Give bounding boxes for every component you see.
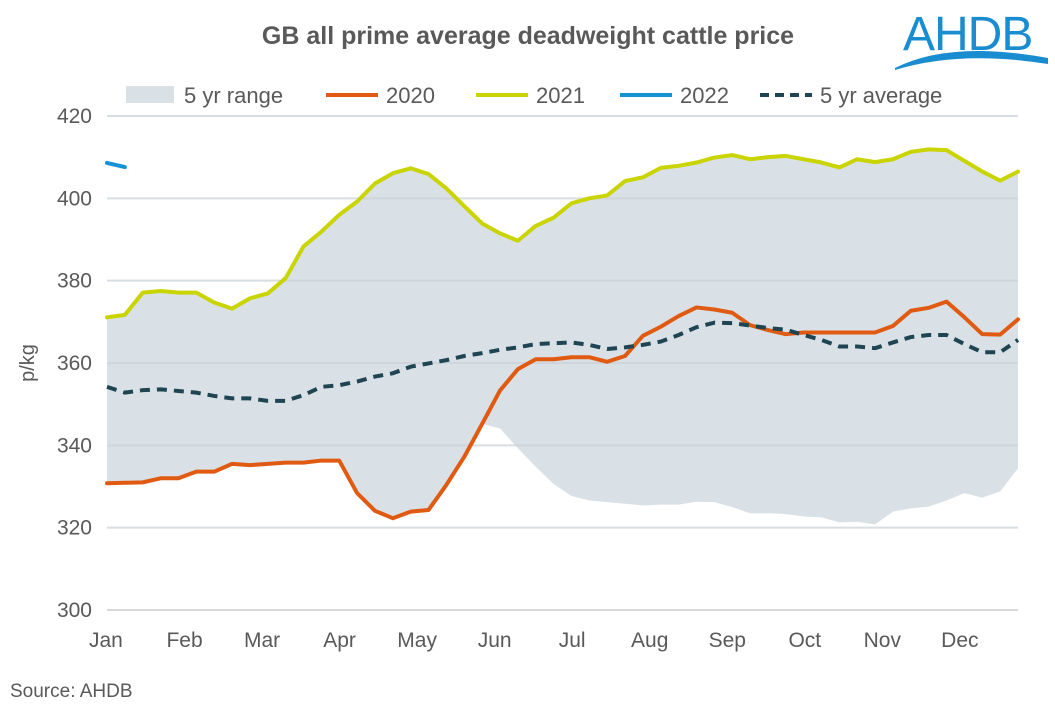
legend-label-2020: 2020 — [386, 83, 435, 108]
legend-label-2021: 2021 — [536, 83, 585, 108]
range-area — [107, 149, 1018, 525]
ahdb-logo: AHDB — [895, 8, 1048, 70]
y-tick-label: 380 — [57, 270, 92, 293]
x-tick-label: May — [397, 629, 437, 652]
series-line-2020 — [105, 299, 1020, 521]
legend-swatch-range — [126, 86, 174, 103]
y-tick-label: 320 — [57, 517, 92, 540]
x-tick-label: Apr — [323, 629, 356, 652]
y-tick-label: 340 — [57, 434, 92, 457]
x-tick-label: Jul — [559, 629, 586, 652]
series-line-5-yr-average — [106, 320, 1020, 403]
legend: 5 yr range 2020 2021 2022 5 yr average — [126, 83, 942, 108]
x-tick-label: Jan — [89, 629, 123, 652]
chart-title: GB all prime average deadweight cattle p… — [262, 22, 794, 50]
legend-label-2022: 2022 — [680, 83, 729, 108]
legend-label-range: 5 yr range — [184, 83, 283, 108]
series-line-2021 — [105, 147, 1020, 320]
series-line-2022 — [105, 160, 127, 170]
x-tick-label: Nov — [864, 629, 902, 652]
x-tick-label: Aug — [631, 629, 668, 652]
legend-label-average: 5 yr average — [820, 83, 942, 108]
x-tick-label: Oct — [788, 629, 821, 652]
x-tick-label: Jun — [478, 629, 512, 652]
y-tick-label: 300 — [57, 599, 92, 622]
plot-area: 300 320 340 360 380 400 420 Jan Feb Mar Apr May Jun J… — [57, 105, 1020, 652]
y-tick-label: 400 — [57, 187, 92, 210]
x-tick-label: Sep — [709, 629, 746, 652]
y-tick-label: 420 — [57, 105, 92, 128]
y-tick-label: 360 — [57, 352, 92, 375]
x-tick-label: Dec — [941, 629, 978, 652]
x-tick-label: Feb — [166, 629, 202, 652]
source-note: Source: AHDB — [10, 681, 133, 702]
logo-swoosh — [895, 50, 1048, 70]
y-axis-label: p/kg — [17, 344, 39, 382]
x-tick-label: Mar — [244, 629, 280, 652]
